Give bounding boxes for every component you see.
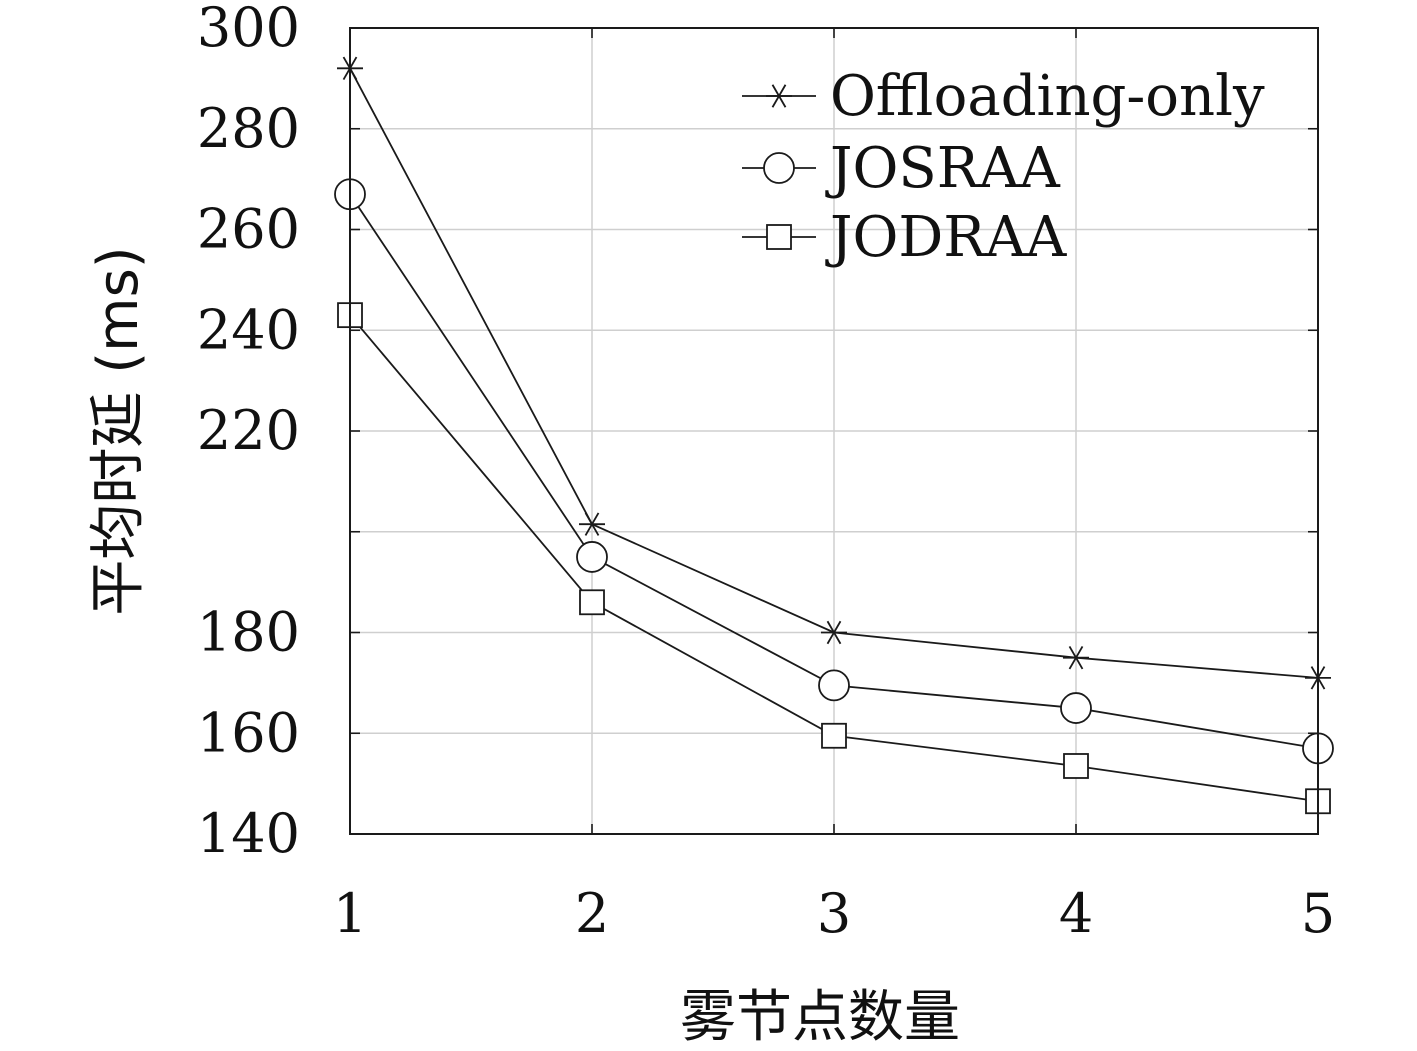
y-tick-label: 220 — [197, 399, 300, 462]
y-tick-label: 180 — [197, 601, 300, 664]
x-tick-label: 2 — [575, 882, 609, 945]
y-tick-label: 300 — [197, 0, 300, 59]
legend-item-josraa: JOSRAA — [742, 136, 1060, 201]
legend-marker-josraa — [763, 152, 795, 184]
legend-item-jodraa: JODRAA — [742, 205, 1067, 270]
y-tick-label: 260 — [197, 198, 300, 261]
data-point-josraa — [1060, 692, 1092, 724]
x-tick-label: 3 — [817, 882, 851, 945]
y-tick-label: 140 — [197, 802, 300, 865]
x-tick-label: 4 — [1059, 882, 1093, 945]
series-jodraa — [337, 302, 1331, 815]
data-point-offloading-only — [1063, 645, 1089, 670]
tick-layer: 1 2 3 4 5 140 160 180 220 240 260 280 300 — [197, 0, 1335, 945]
data-point-offloading-only — [821, 620, 847, 645]
legend-label: Offloading-only — [830, 64, 1265, 129]
data-point-josraa — [818, 669, 850, 702]
data-point-offloading-only — [579, 512, 605, 536]
series-josraa — [334, 178, 1334, 765]
legend-marker-jodraa — [766, 224, 792, 250]
data-point-jodraa — [1063, 753, 1089, 779]
legend-marker-offloading-only — [766, 84, 792, 108]
x-axis-title: 雾节点数量 — [680, 985, 960, 1050]
x-tick-label: 5 — [1301, 882, 1335, 945]
y-tick-label: 240 — [197, 298, 300, 361]
data-point-josraa — [576, 541, 608, 573]
series-layer — [334, 56, 1334, 815]
legend-label: JOSRAA — [825, 136, 1060, 201]
data-point-jodraa — [579, 589, 605, 616]
legend-item-offloading-only: Offloading-only — [742, 64, 1265, 129]
data-point-jodraa — [821, 722, 847, 749]
x-tick-label: 1 — [333, 882, 367, 945]
y-tick-label: 160 — [197, 701, 300, 764]
legend-label: JODRAA — [825, 205, 1067, 270]
y-tick-label: 280 — [197, 97, 300, 160]
y-axis-title: 平均时延 (ms) — [86, 246, 151, 615]
